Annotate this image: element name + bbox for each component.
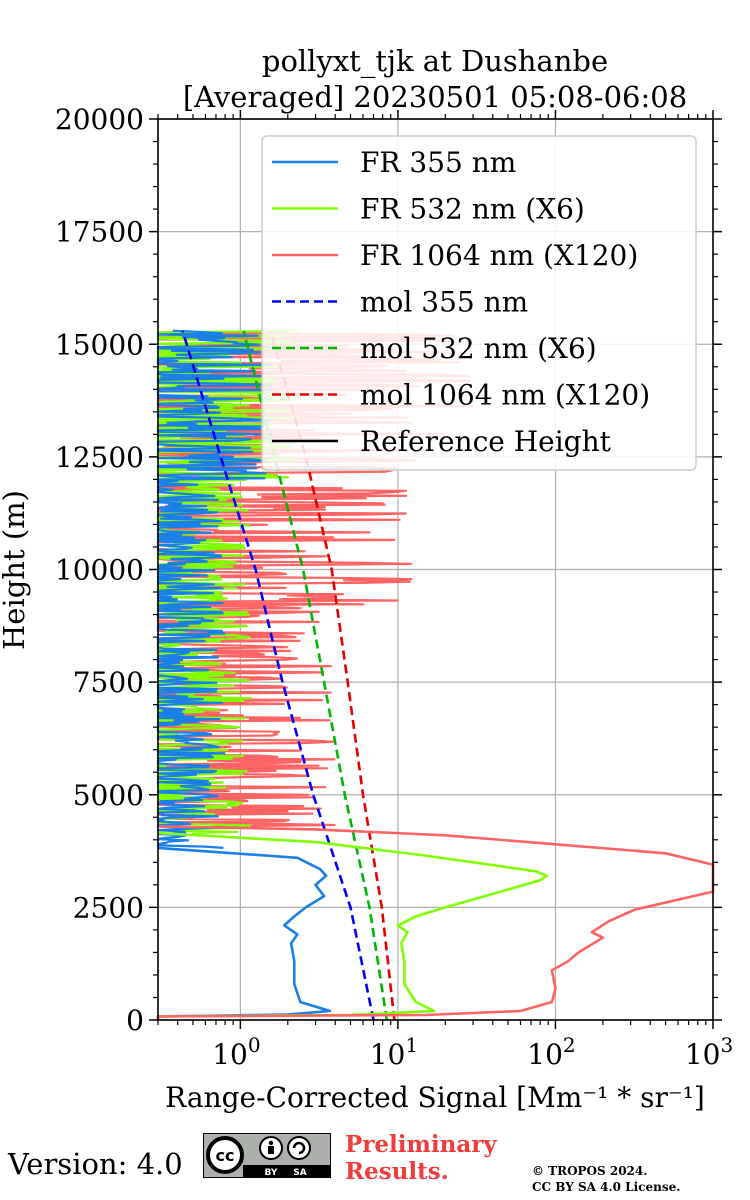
y-tick-label: 20000 [55, 103, 144, 136]
x-tick-label: 102 [527, 1033, 575, 1071]
y-tick-label: 7500 [73, 666, 144, 699]
y-tick-label: 5000 [73, 779, 144, 812]
x-tick-labels: 100 101 102 103 [212, 1033, 733, 1071]
y-tick-label: 12500 [55, 441, 144, 474]
series-fr-355-nm [156, 846, 332, 1020]
y-axis-label: Height (m) [0, 490, 31, 650]
svg-text:cc: cc [216, 1146, 235, 1165]
cc-icon [206, 1136, 244, 1174]
y-tick-label: 10000 [55, 554, 144, 587]
version-label: Version: 4.0 [8, 1147, 183, 1181]
legend-label: Reference Height [360, 425, 612, 458]
copyright-notice: © TROPOS 2024. CC BY SA 4.0 License. [532, 1164, 681, 1194]
svg-text:SA: SA [293, 1168, 306, 1178]
y-tick-labels: 0 2500 5000 7500 10000 12500 15000 17500 20000 [55, 103, 144, 1037]
chart-title-line2: [Averaged] 20230501 05:08-06:08 [183, 80, 687, 114]
x-tick-label: 101 [370, 1033, 418, 1071]
cc-license-badge: cc BY SA [203, 1133, 331, 1178]
series-fr-1064-nm-x120- [156, 825, 715, 1020]
sa-icon [287, 1136, 311, 1160]
y-tick-label: 2500 [73, 891, 144, 924]
x-tick-label: 100 [212, 1033, 260, 1071]
series-mol-1064-nm-x120- [269, 330, 396, 1021]
y-tick-label: 15000 [55, 328, 144, 361]
legend-label: mol 1064 nm (X120) [360, 379, 650, 412]
x-tick-label: 103 [685, 1033, 733, 1071]
axis-ticks [149, 110, 722, 1029]
legend: FR 355 nm FR 532 nm (X6) FR 1064 nm (X120)… [261, 135, 697, 471]
legend-label: FR 355 nm [360, 146, 516, 179]
legend-label: mol 532 nm (X6) [360, 332, 597, 365]
series-fr-532-nm-x6- [156, 831, 548, 1020]
y-tick-label: 0 [126, 1004, 144, 1037]
lidar-profile-chart: pollyxt_tjk at Dushanbe [Averaged] 20230… [0, 44, 733, 1114]
legend-box [261, 135, 697, 471]
series-mol-355-nm [181, 330, 375, 1021]
y-tick-label: 17500 [55, 216, 144, 249]
legend-label: FR 532 nm (X6) [360, 193, 585, 226]
preliminary-results-label: Preliminary Results. [345, 1131, 497, 1185]
x-axis-label: Range-Corrected Signal [Mm⁻¹ * sr⁻¹] [165, 1081, 705, 1114]
svg-text:BY: BY [265, 1168, 278, 1178]
legend-label: mol 355 nm [360, 286, 528, 319]
chart-title-line1: pollyxt_tjk at Dushanbe [262, 44, 608, 79]
legend-label: FR 1064 nm (X120) [360, 239, 638, 272]
